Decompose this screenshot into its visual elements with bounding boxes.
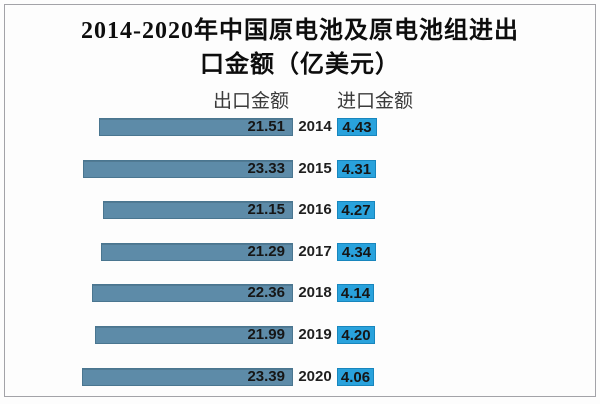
- year-label: 2014: [298, 118, 332, 135]
- export-bar: 22.36: [92, 284, 293, 303]
- year-label: 2019: [298, 325, 332, 343]
- export-value-label: 22.36: [247, 284, 285, 302]
- export-bar: 21.15: [103, 201, 293, 220]
- export-value-label: 21.29: [247, 242, 285, 260]
- import-bar: 4.34: [337, 242, 376, 261]
- export-value-label: 23.33: [247, 159, 285, 177]
- chart-rows: 21.51 2014 4.43 23.33 2015 4.31 21.15 2016 4.27 2…: [0, 107, 600, 398]
- export-value-label: 21.99: [247, 325, 285, 343]
- chart-title-line-1: 2014-2020年中国原电池及原电池组进出: [81, 18, 519, 44]
- export-value-label: 21.15: [247, 201, 285, 219]
- year-label: 2017: [298, 242, 332, 260]
- import-bar: 4.06: [337, 367, 374, 386]
- year-label: 2018: [298, 284, 332, 302]
- import-bar: 4.14: [337, 284, 374, 303]
- export-bar: 21.99: [95, 325, 293, 344]
- chart-row: 23.39 2020 4.06: [0, 357, 600, 399]
- import-bar: 4.31: [337, 159, 376, 178]
- export-value-label: 21.51: [247, 118, 285, 135]
- import-value-label: 4.14: [340, 285, 371, 303]
- export-value-label: 23.39: [247, 367, 285, 385]
- chart-row: 21.99 2019 4.20: [0, 315, 600, 357]
- chart-row: 21.29 2017 4.34: [0, 232, 600, 274]
- export-bar: 21.51: [99, 118, 293, 136]
- year-label: 2020: [298, 367, 332, 385]
- import-bar: 4.20: [337, 325, 375, 344]
- year-label: 2015: [298, 159, 332, 177]
- import-value-label: 4.31: [341, 160, 372, 178]
- import-value-label: 4.34: [341, 243, 372, 261]
- chart-row: 21.51 2014 4.43: [0, 107, 600, 149]
- chart-row: 22.36 2018 4.14: [0, 273, 600, 315]
- import-value-label: 4.20: [341, 326, 371, 344]
- export-bar: 23.39: [82, 367, 293, 386]
- legend-import-label: 进口金额: [336, 91, 414, 112]
- import-value-label: 4.06: [340, 368, 371, 386]
- import-value-label: 4.43: [342, 119, 372, 136]
- export-bar: 21.29: [101, 242, 293, 261]
- import-bar: 4.43: [337, 118, 377, 136]
- import-bar: 4.27: [337, 201, 375, 220]
- chart-legend: 出口金额 进口金额: [0, 91, 600, 113]
- chart-title-line-2: 口金额（亿美元）: [200, 52, 400, 78]
- legend-export-label: 出口金额: [212, 91, 290, 112]
- year-label: 2016: [298, 201, 332, 219]
- chart-row: 23.33 2015 4.31: [0, 149, 600, 191]
- export-bar: 23.33: [83, 159, 293, 178]
- import-value-label: 4.27: [341, 202, 371, 220]
- chart-row: 21.15 2016 4.27: [0, 190, 600, 232]
- chart-title: 2014-2020年中国原电池及原电池组进出 口金额（亿美元）: [0, 14, 600, 82]
